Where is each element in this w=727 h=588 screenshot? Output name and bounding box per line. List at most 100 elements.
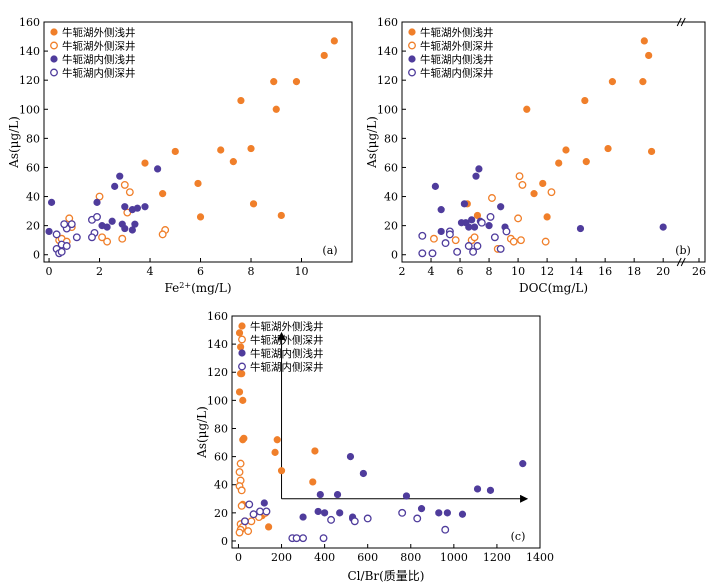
legend-marker bbox=[50, 68, 58, 77]
legend-label: 牛轭湖外侧浅井 bbox=[62, 26, 136, 39]
x-tick-label: 4 bbox=[428, 265, 435, 278]
data-point bbox=[249, 510, 258, 519]
data-point bbox=[437, 227, 445, 236]
data-point bbox=[451, 236, 460, 245]
data-point bbox=[320, 51, 328, 60]
data-point bbox=[235, 468, 244, 477]
data-point bbox=[108, 217, 116, 225]
x-tick-label: 8 bbox=[248, 265, 255, 278]
axis-break-mark bbox=[680, 17, 686, 27]
data-point bbox=[158, 230, 167, 239]
y-tick-label: 120 bbox=[377, 74, 398, 87]
data-point bbox=[543, 213, 551, 221]
data-point bbox=[464, 242, 473, 250]
x-tick-label: 0 bbox=[235, 551, 242, 564]
x-tick-label: 800 bbox=[400, 551, 421, 564]
data-point bbox=[237, 486, 246, 495]
data-point bbox=[486, 486, 495, 494]
x-tick-label: 26 bbox=[692, 265, 706, 278]
data-point bbox=[238, 370, 246, 378]
data-point bbox=[299, 534, 308, 543]
data-point bbox=[453, 247, 462, 256]
legend-marker bbox=[408, 55, 416, 63]
y-tick-label: 100 bbox=[377, 103, 398, 116]
data-point bbox=[460, 200, 468, 208]
y-tick-label: 80 bbox=[384, 132, 398, 145]
data-point bbox=[159, 190, 167, 198]
x-tick-label: 20 bbox=[656, 265, 670, 278]
data-point bbox=[604, 144, 612, 153]
data-point bbox=[475, 165, 483, 173]
data-point bbox=[247, 517, 256, 526]
data-point bbox=[346, 453, 355, 461]
y-tick-label: 40 bbox=[26, 191, 40, 204]
data-point bbox=[260, 499, 268, 507]
data-point bbox=[435, 509, 443, 517]
y-tick-label: 60 bbox=[214, 451, 228, 464]
x-tick-label: 200 bbox=[271, 551, 292, 564]
data-point bbox=[418, 231, 427, 240]
x-axis-label-tail: (mg/L) bbox=[191, 281, 231, 295]
y-tick-label: 20 bbox=[214, 507, 228, 520]
data-point bbox=[519, 460, 527, 468]
data-point bbox=[473, 485, 482, 493]
x-tick-label: 12 bbox=[540, 265, 554, 278]
data-point bbox=[518, 180, 527, 189]
y-tick-label: 20 bbox=[26, 220, 40, 233]
x-axis-label: Fe2+(mg/L) bbox=[164, 281, 231, 296]
legend-label: 牛轭湖内侧深井 bbox=[420, 67, 494, 80]
panel-label: (c) bbox=[511, 530, 526, 543]
x-tick-label: 1200 bbox=[483, 551, 511, 564]
data-point bbox=[316, 490, 324, 499]
data-point bbox=[67, 220, 76, 229]
axis-break-mark bbox=[676, 257, 682, 267]
data-point bbox=[235, 388, 244, 396]
plot-frame bbox=[401, 21, 706, 263]
data-point bbox=[247, 144, 255, 153]
data-point bbox=[277, 211, 285, 220]
data-point bbox=[45, 227, 53, 236]
data-point bbox=[103, 223, 111, 231]
data-point bbox=[581, 96, 589, 105]
x-tick-label: 600 bbox=[357, 551, 378, 564]
y-tick-label: 100 bbox=[207, 394, 228, 407]
data-point bbox=[333, 490, 342, 499]
chart-panel-3: 0 20 40 60 80 100 120 140 160 0 200 400 600 800 1000 12… bbox=[195, 310, 554, 583]
x-tick-label: 0 bbox=[46, 265, 53, 278]
data-point bbox=[514, 214, 523, 223]
y-tick-label: 40 bbox=[384, 191, 398, 204]
data-point bbox=[236, 459, 245, 468]
data-point bbox=[60, 220, 69, 229]
data-point bbox=[237, 343, 245, 351]
data-point bbox=[121, 224, 129, 233]
data-point bbox=[490, 233, 499, 242]
data-point bbox=[473, 211, 482, 220]
data-point bbox=[496, 244, 505, 253]
data-point bbox=[472, 172, 480, 180]
legend-marker bbox=[238, 362, 246, 371]
data-point bbox=[116, 172, 124, 180]
legend-label: 牛轭湖内侧深井 bbox=[62, 67, 136, 80]
x-axis-label-main: Fe bbox=[164, 281, 179, 295]
data-point bbox=[141, 203, 149, 211]
data-point bbox=[515, 172, 524, 181]
legend-marker bbox=[238, 335, 246, 344]
data-point bbox=[93, 212, 101, 221]
x-tick-label: 400 bbox=[314, 551, 335, 564]
data-point bbox=[429, 234, 438, 243]
data-point bbox=[547, 188, 556, 197]
data-point bbox=[240, 434, 248, 442]
data-point bbox=[350, 517, 359, 526]
plot-frame bbox=[231, 315, 541, 549]
data-point bbox=[336, 509, 344, 517]
data-point bbox=[237, 96, 245, 105]
data-point bbox=[121, 203, 129, 211]
data-point bbox=[443, 509, 451, 517]
y-tick-label: 60 bbox=[26, 161, 40, 174]
data-point bbox=[330, 37, 338, 45]
data-point bbox=[477, 218, 486, 227]
legend-label: 牛轭湖外侧深井 bbox=[250, 334, 324, 347]
data-point bbox=[417, 505, 426, 513]
data-point bbox=[562, 146, 570, 154]
data-point bbox=[539, 179, 547, 188]
